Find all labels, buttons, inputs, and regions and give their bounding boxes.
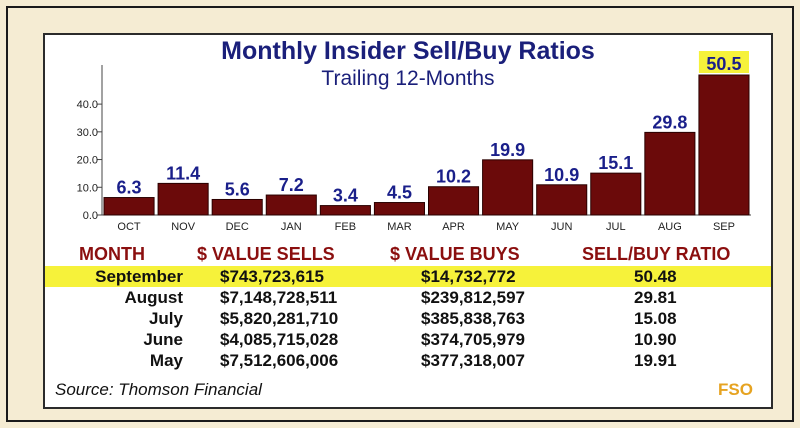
insider-table: MONTH $ VALUE SELLS $ VALUE BUYS SELL/BU… — [45, 242, 771, 371]
x-tick-label: FEB — [335, 221, 356, 233]
value-label: 10.2 — [436, 167, 471, 187]
value-label: 3.4 — [333, 186, 358, 206]
x-tick-label: SEP — [713, 221, 735, 233]
x-tick-label: APR — [442, 221, 465, 233]
source-note: Source: Thomson Financial — [55, 380, 262, 399]
table-cell-ratio: 19.91 — [634, 351, 677, 370]
bar — [265, 194, 317, 216]
table-cell-ratio: 15.08 — [634, 309, 677, 328]
x-tick-label: DEC — [226, 221, 249, 233]
table-cell-buys: $14,732,772 — [421, 267, 516, 286]
value-label: 19.9 — [490, 140, 525, 160]
table-cell-month: July — [148, 309, 183, 328]
bar — [698, 74, 750, 216]
value-label: 11.4 — [166, 163, 200, 183]
x-tick-label: OCT — [117, 221, 140, 233]
chart-subtitle: Trailing 12-Months — [321, 67, 495, 90]
bar — [319, 205, 371, 216]
table-cell-sells: $743,723,615 — [220, 267, 324, 286]
x-tick-label: MAY — [496, 221, 520, 233]
table-cell-buys: $385,838,763 — [421, 309, 525, 328]
bar — [536, 184, 588, 216]
table-cell-ratio: 50.48 — [634, 267, 677, 286]
x-tick-label: JUL — [606, 221, 626, 233]
bar — [373, 202, 425, 216]
x-tick-label: JUN — [551, 221, 572, 233]
chart-panel: 0.0 10.0 20.0 30.0 40.0 6.3 OCT 11.4 NOV 5.6 DEC 7.… — [43, 33, 773, 409]
table-cell-ratio: 10.90 — [634, 330, 677, 349]
table-cell-sells: $5,820,281,710 — [220, 309, 339, 328]
value-label: 15.1 — [598, 153, 633, 173]
table-cell-sells: $7,148,728,511 — [220, 288, 338, 307]
value-label: 50.5 — [706, 54, 741, 74]
fso-logo: FSO — [718, 380, 753, 399]
table-row: September $743,723,615 $14,732,772 50.48 — [45, 266, 771, 287]
table-cell-sells: $4,085,715,028 — [220, 330, 339, 349]
table-cell-month: August — [124, 288, 183, 307]
x-tick-label: NOV — [171, 221, 196, 233]
outer-frame — [6, 6, 794, 422]
bar — [590, 172, 642, 216]
table-cell-month: June — [143, 330, 183, 349]
value-label: 29.8 — [652, 112, 687, 132]
table-row: July $5,820,281,710 $385,838,763 15.08 — [45, 308, 771, 329]
chart-title: Monthly Insider Sell/Buy Ratios — [221, 37, 595, 65]
table-row: May $7,512,606,006 $377,318,007 19.91 — [45, 350, 771, 371]
bar — [428, 186, 480, 216]
table-cell-ratio: 29.81 — [634, 288, 677, 307]
x-tick-label: JAN — [281, 221, 302, 233]
table-row: June $4,085,715,028 $374,705,979 10.90 — [45, 329, 771, 350]
y-tick-label: 10.0 — [77, 182, 98, 194]
y-tick-label: 0.0 — [83, 210, 98, 222]
bar — [211, 198, 263, 216]
x-tick-label: MAR — [387, 221, 412, 233]
value-label: 10.9 — [544, 165, 579, 185]
y-tick-label: 30.0 — [77, 127, 98, 139]
value-label-highlight — [698, 51, 749, 73]
value-label: 6.3 — [117, 178, 142, 198]
table-header-row: MONTH $ VALUE SELLS $ VALUE BUYS SELL/BU… — [45, 242, 771, 266]
header-value-buys: $ VALUE BUYS — [390, 244, 520, 264]
table-cell-buys: $377,318,007 — [421, 351, 525, 370]
table-cell-buys: $239,812,597 — [421, 288, 525, 307]
value-label: 4.5 — [387, 183, 412, 203]
bar — [103, 197, 155, 216]
header-ratio: SELL/BUY RATIO — [582, 244, 731, 264]
table-cell-month: September — [95, 267, 183, 286]
table-row: August $7,148,728,511 $239,812,597 29.81 — [45, 287, 771, 308]
bar — [644, 131, 696, 216]
bar — [482, 159, 534, 216]
value-label: 7.2 — [279, 175, 304, 195]
y-tick-label: 40.0 — [77, 99, 98, 111]
table-cell-sells: $7,512,606,006 — [220, 351, 339, 370]
header-month: MONTH — [79, 244, 145, 264]
bar-chart: 0.0 10.0 20.0 30.0 40.0 6.3 OCT 11.4 NOV 5.6 DEC 7.… — [77, 51, 751, 233]
value-label: 5.6 — [225, 179, 250, 199]
x-tick-label: AUG — [658, 221, 682, 233]
bar — [157, 182, 209, 216]
header-value-sells: $ VALUE SELLS — [197, 244, 335, 264]
y-tick-label: 20.0 — [77, 155, 98, 167]
table-cell-buys: $374,705,979 — [421, 330, 525, 349]
table-cell-month: May — [149, 351, 183, 370]
